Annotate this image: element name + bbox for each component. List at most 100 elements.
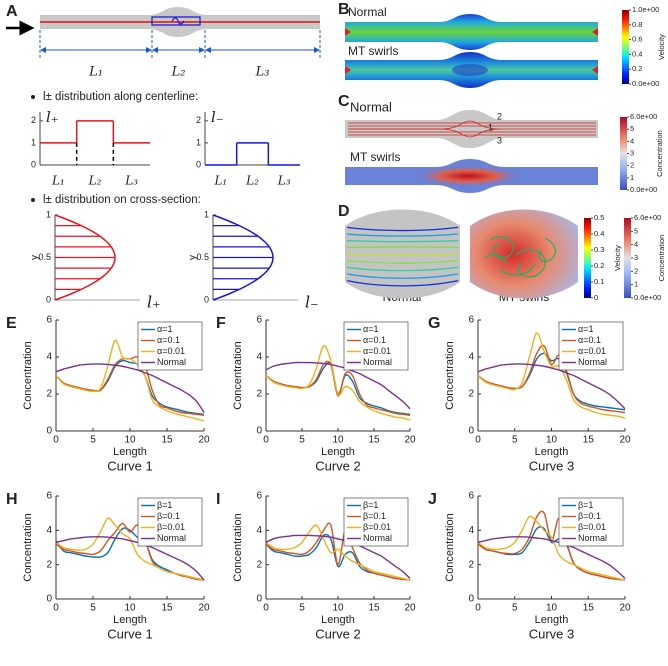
y-tick-label: 1: [46, 209, 51, 219]
x-axis-label: Length: [113, 614, 147, 626]
swirl-streamline: [514, 249, 546, 278]
series-line: [477, 332, 626, 419]
chart-title: Curve 3: [529, 626, 575, 641]
x-tick-label: 20: [404, 603, 416, 614]
swirl-core: [452, 64, 488, 76]
streamline: [346, 233, 459, 237]
streamline: [346, 266, 459, 272]
colorbar: [622, 10, 629, 84]
chart-title: Curve 1: [107, 458, 153, 473]
y-tick-label: 4: [46, 525, 52, 536]
colorbar-title: Velocity: [613, 245, 622, 271]
y-tick-label: 1: [196, 137, 201, 147]
y-tick-label: 2: [46, 389, 52, 400]
swirl-streamline: [499, 263, 536, 276]
zoom-mt: [470, 209, 578, 299]
x-tick-label: 15: [161, 603, 173, 614]
colorbar-tick-label: 4: [630, 136, 634, 145]
chart-title: Curve 3: [529, 458, 575, 473]
concentration-hotspot: [413, 165, 523, 187]
legend-entry: α=0.1: [578, 335, 601, 345]
x-category: L₂: [88, 174, 102, 188]
y-tick-label: 1: [31, 137, 36, 147]
y-tick-label: 0: [46, 594, 52, 605]
y-axis-label: Concentration: [444, 513, 456, 582]
x-tick-label: 20: [198, 435, 210, 446]
profile-name: l₋: [305, 293, 319, 312]
case-label: MT swirls: [348, 44, 398, 58]
colorbar-tick-label: 0: [594, 293, 598, 302]
x-tick-label: 15: [368, 603, 380, 614]
legend-entry: Normal: [363, 357, 392, 367]
y-tick-label: 0.5: [196, 252, 209, 262]
y-tick-label: 6: [256, 491, 262, 502]
profile-name: l₊: [147, 293, 161, 312]
panel-label: A: [6, 3, 18, 20]
streamline: [348, 128, 501, 138]
series-line: [265, 522, 411, 581]
colorbar-tick-label: 1: [634, 280, 638, 289]
colorbar-tick-label: 0.1: [594, 277, 604, 286]
legend-entry: β=0.1: [157, 511, 180, 521]
outlet-mark: [592, 28, 598, 36]
legend-entry: Normal: [157, 357, 186, 367]
y-axis-label: Concentration: [22, 513, 34, 582]
legend-entry: α=1: [578, 324, 593, 334]
x-tick-label: 5: [512, 435, 518, 446]
x-tick-label: 15: [583, 603, 595, 614]
y-tick-label: 0: [256, 594, 262, 605]
legend-entry: α=0.1: [157, 335, 180, 345]
x-tick-label: 20: [198, 603, 210, 614]
y-tick-label: 0: [468, 594, 474, 605]
colorbar-tick-label: 0.3: [594, 245, 604, 254]
x-tick-label: 20: [619, 603, 631, 614]
profile-name: l₋: [211, 108, 224, 126]
colorbar-tick-label: 0.8: [632, 20, 642, 29]
colorbar-tick-label: 0.0e+00: [632, 79, 659, 88]
panel-label: E: [6, 315, 17, 332]
series-line: [55, 339, 205, 422]
x-tick-label: 0: [53, 435, 59, 446]
streamline-label: 2: [497, 111, 502, 121]
chart-title: Curve 2: [315, 458, 361, 473]
legend-entry: β=0.1: [363, 511, 386, 521]
y-tick-label: 2: [468, 559, 474, 570]
y-tick-label: 0: [31, 159, 36, 169]
colorbar-title: Concentration: [655, 130, 664, 177]
colorbar-tick-label: 0.4: [632, 49, 642, 58]
legend-entry: β=1: [578, 500, 593, 510]
y-axis-label: Concentration: [22, 341, 34, 410]
series-line: [477, 363, 626, 410]
legend-entry: Normal: [157, 533, 186, 543]
x-tick-label: 10: [332, 435, 344, 446]
colorbar-tick-label: 5: [630, 124, 634, 133]
x-category: L₁: [51, 174, 65, 188]
legend-entry: β=0.1: [578, 511, 601, 521]
x-tick-label: 10: [332, 603, 344, 614]
series-line: [265, 524, 411, 581]
streamline: [346, 253, 459, 257]
colorbar: [624, 218, 631, 298]
y-tick-label: 2: [31, 115, 36, 125]
case-label: MT swirls: [350, 150, 400, 164]
y-axis-label: Concentration: [444, 341, 456, 410]
x-tick-label: 10: [124, 435, 136, 446]
y-tick-label: 2: [256, 389, 262, 400]
colorbar-tick-label: 5: [634, 226, 638, 235]
y-tick-label: 6: [468, 491, 474, 502]
y-tick-label: 1: [204, 209, 209, 219]
x-tick-label: 5: [512, 603, 518, 614]
colorbar-title: Concentration: [657, 235, 666, 282]
series-line: [477, 536, 626, 579]
y-tick-label: 0: [46, 426, 52, 437]
inlet-mark: [345, 28, 351, 36]
panel-label: H: [6, 491, 18, 508]
legend-entry: β=1: [157, 500, 172, 510]
legend-entry: β=0.01: [578, 522, 606, 532]
x-tick-label: 5: [299, 435, 305, 446]
vessel-concentration: [345, 110, 598, 148]
colorbar-tick-label: 1.0e+00: [632, 5, 659, 14]
x-tick-label: 0: [475, 603, 481, 614]
